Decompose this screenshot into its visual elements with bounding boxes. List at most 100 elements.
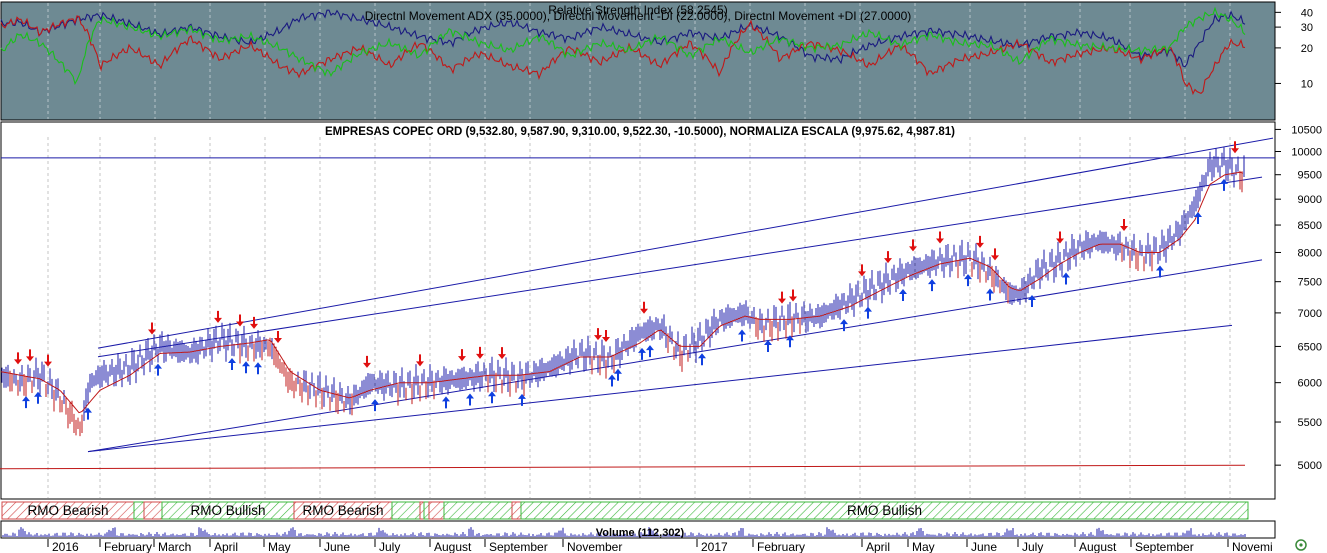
sell-arrow xyxy=(26,349,34,362)
rmo-segment-label: RMO Bearish xyxy=(302,503,383,518)
gear-icon[interactable] xyxy=(1295,539,1307,551)
price-y-tick-label: 8000 xyxy=(1298,247,1322,259)
price-bars xyxy=(1,147,1245,437)
moving-average-line xyxy=(0,171,1244,414)
indicator-label-dmi: Directnl Movement ADX (35.0000), Directn… xyxy=(365,9,912,23)
buy-arrow xyxy=(466,393,474,406)
x-tick-label: September xyxy=(489,540,548,553)
x-tick-label: February xyxy=(104,540,152,553)
indicator-y-tick-label: 10 xyxy=(1301,78,1313,90)
rmo-segment-label: RMO Bullish xyxy=(847,503,922,518)
sell-arrow xyxy=(789,289,797,302)
rmo-segment-bull xyxy=(133,501,145,520)
price-chart-title: EMPRESAS COPEC ORD (9,532.80, 9,587.90, … xyxy=(325,126,955,138)
sell-arrow xyxy=(236,314,244,327)
price-y-tick-label: 9500 xyxy=(1298,170,1322,182)
sell-arrow xyxy=(858,264,866,277)
sell-arrow xyxy=(1231,141,1239,154)
sell-arrow xyxy=(640,301,648,314)
indicator-line-directnl-movement-adx xyxy=(0,9,1246,68)
buy-arrow xyxy=(22,396,30,409)
buy-arrow xyxy=(864,306,872,319)
price-panel: EMPRESAS COPEC ORD (9,532.80, 9,587.90, … xyxy=(0,121,1322,500)
indicator-y-tick-label: 30 xyxy=(1301,22,1313,34)
buy-arrow xyxy=(34,391,42,404)
price-y-tick-label: 7000 xyxy=(1298,308,1322,320)
price-y-axis: 10500 10000 9500 9000 8500 8000 7500 7000 6500 60… xyxy=(1275,124,1322,472)
indicator-lines xyxy=(0,6,1246,96)
buy-arrow xyxy=(638,347,646,360)
buy-arrow xyxy=(1028,295,1036,308)
sell-arrow xyxy=(909,239,917,252)
buy-arrow xyxy=(254,362,262,375)
sell-arrow xyxy=(498,347,506,360)
buy-arrow xyxy=(242,361,250,374)
baseline-line xyxy=(0,464,1246,470)
sell-arrow xyxy=(1120,218,1128,231)
buy-arrow xyxy=(371,399,379,412)
buy-arrow xyxy=(488,391,496,404)
rmo-segment-bull xyxy=(423,501,430,520)
sell-arrow xyxy=(936,231,944,244)
rmo-segment-bear xyxy=(428,501,445,520)
buy-arrow xyxy=(84,407,92,420)
buy-arrow xyxy=(928,279,936,292)
price-lines xyxy=(0,171,1246,470)
indicator-panel-background xyxy=(0,1,1276,121)
indicator-y-tick-label: 20 xyxy=(1301,43,1313,55)
buy-arrow xyxy=(614,368,622,381)
indicator-line-directnl-movement-di xyxy=(0,6,1246,86)
price-y-tick-label: 7500 xyxy=(1298,277,1322,289)
price-y-tick-label: 6000 xyxy=(1298,378,1322,390)
rmo-segment-label: RMO Bearish xyxy=(27,503,108,518)
buy-arrow xyxy=(646,345,654,358)
x-tick-label: June xyxy=(324,540,350,553)
price-y-tick-label: 5500 xyxy=(1298,417,1322,429)
price-y-tick-label: 6500 xyxy=(1298,341,1322,353)
x-tick-label: April xyxy=(866,540,890,553)
x-tick-label: 2016 xyxy=(52,540,79,553)
sell-arrow xyxy=(250,316,258,329)
price-panel-frame xyxy=(0,121,1276,500)
rmo-band: RMO Bearish RMO Bullish RMO Bearish RMO Bul… xyxy=(1,501,1249,520)
x-tick-label: September xyxy=(1135,540,1194,553)
rmo-segment-bear xyxy=(419,501,425,520)
buy-arrow xyxy=(442,396,450,409)
price-gridlines xyxy=(47,137,1231,498)
sell-arrow xyxy=(14,352,22,365)
buy-arrow xyxy=(1194,211,1202,224)
rmo-segment-bull xyxy=(520,501,1249,520)
indicator-y-tick-label: 40 xyxy=(1301,7,1313,19)
signal-arrows xyxy=(14,141,1239,420)
buy-arrow xyxy=(964,274,972,287)
sell-arrow xyxy=(274,331,282,344)
buy-arrow xyxy=(738,329,746,342)
buy-arrow xyxy=(986,288,994,301)
sell-arrow xyxy=(594,328,602,341)
x-tick-label: Novemi xyxy=(1232,540,1273,553)
trend-channel-line xyxy=(97,137,1274,349)
x-tick-label: May xyxy=(268,540,291,553)
indicator-y-axis: 40 30 20 10 xyxy=(1275,7,1313,90)
volume-panel: Volume (112,302) xyxy=(0,520,1276,539)
buy-arrow xyxy=(899,288,907,301)
price-y-tick-label: 9000 xyxy=(1298,194,1322,206)
sell-arrow xyxy=(884,251,892,264)
volume-label: Volume (112,302) xyxy=(596,527,685,539)
sell-arrow xyxy=(363,355,371,368)
sell-arrow xyxy=(148,322,156,335)
buy-arrow xyxy=(840,319,848,332)
trend-channel-line xyxy=(87,259,1263,453)
price-y-tick-label: 10500 xyxy=(1291,124,1322,136)
rmo-segment-bear xyxy=(143,501,163,520)
indicator-label-rsi: Relative Strength Index (58.2545) xyxy=(548,3,727,17)
sell-arrow xyxy=(1056,231,1064,244)
x-axis: 2016 February March April May June July August S… xyxy=(47,539,1273,553)
buy-arrow xyxy=(608,374,616,387)
trend-channel-line xyxy=(97,176,1263,358)
sell-arrow xyxy=(476,346,484,359)
indicator-panel: Relative Strength Index (58.2545) Direct… xyxy=(0,1,1313,121)
sell-arrow xyxy=(778,291,786,304)
sell-arrow xyxy=(44,354,52,367)
